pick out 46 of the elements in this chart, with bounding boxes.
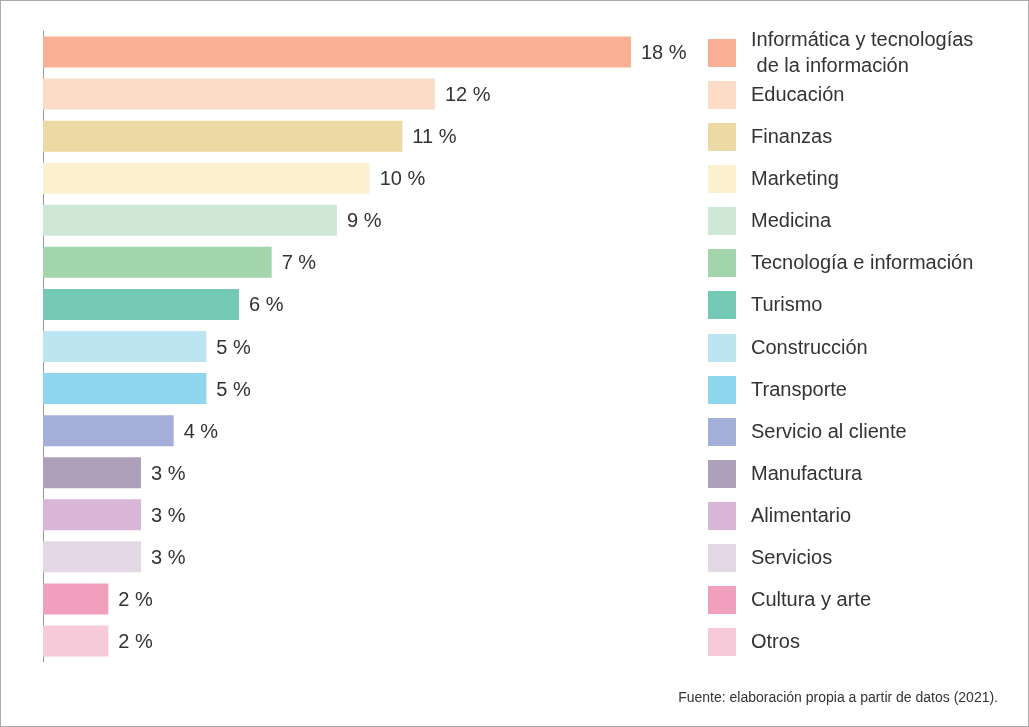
data-label: 9 % (347, 209, 382, 232)
data-label: 11 % (412, 125, 457, 148)
y-tick-label: Cultura y arte (751, 587, 872, 610)
bar (43, 246, 272, 278)
bar (43, 625, 109, 657)
bar (43, 162, 370, 194)
data-label: 7 % (281, 251, 317, 274)
bar (43, 541, 141, 573)
data-label: 6 % (249, 293, 284, 316)
bar (43, 120, 403, 152)
data-label: 5 % (216, 377, 252, 400)
y-tick-label: Transporte (751, 377, 847, 400)
y-tick-label: Marketing (751, 167, 839, 190)
data-label: 3 % (151, 503, 186, 526)
bar (43, 78, 435, 110)
data-label: 3 % (151, 545, 186, 568)
bar (43, 415, 174, 447)
bar (43, 583, 109, 615)
data-label: 18 % (641, 41, 687, 64)
data-label: 10 % (379, 167, 426, 190)
y-tick-label: Medicina (751, 209, 832, 232)
data-label: 12 % (445, 83, 491, 106)
y-tick-label: Alimentario (751, 503, 852, 526)
bar (43, 288, 239, 320)
bar (43, 457, 141, 489)
y-tick-label: Otros (751, 629, 800, 652)
bar (43, 36, 631, 68)
y-tick-label: Tecnología e información (751, 251, 974, 274)
y-tick-label: Construcción (751, 335, 868, 358)
bar (43, 204, 337, 236)
y-tick-label: Servicios (751, 545, 833, 568)
bar (43, 373, 207, 405)
bar (43, 331, 207, 362)
data-label: 4 % (183, 419, 219, 442)
y-tick-label: Servicio al cliente (751, 419, 907, 442)
bar (43, 499, 141, 531)
data-label: 3 % (151, 461, 186, 484)
y-tick-label: Educación (751, 83, 845, 106)
data-label: 2 % (118, 587, 154, 610)
y-tick-label: Finanzas (751, 125, 833, 148)
y-tick-label: Informática y tecnologías de la información (751, 28, 974, 77)
data-label: 5 % (216, 335, 252, 358)
source-note: Fuente: elaboración propia a partir de datos (2021). (678, 689, 999, 705)
y-tick-label: Manufactura (751, 461, 864, 484)
data-label: 2 % (118, 629, 154, 652)
y-tick-label: Turismo (751, 293, 823, 316)
